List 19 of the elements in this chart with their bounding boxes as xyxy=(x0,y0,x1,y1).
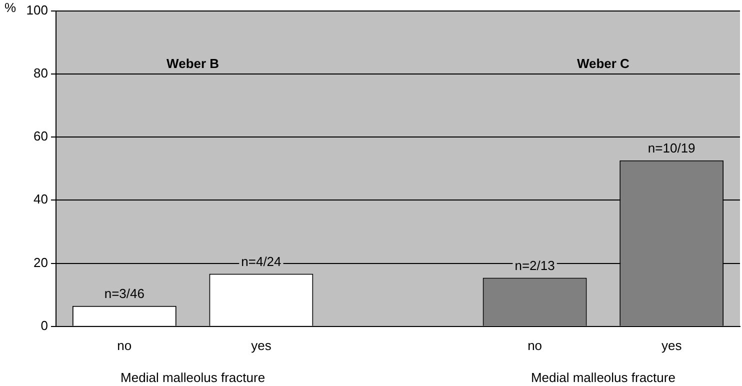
y-axis-title: % xyxy=(4,0,16,16)
y-tick-label: 60 xyxy=(34,128,48,144)
annotation: Weber C xyxy=(576,56,630,72)
annotation: Weber B xyxy=(166,56,220,72)
data-label: n=10/19 xyxy=(648,140,696,156)
text: Medial malleolus fracture xyxy=(120,370,266,386)
data-label: n=3/46 xyxy=(104,286,144,301)
x-tick-label: yes xyxy=(661,338,682,353)
x-tick-label: no xyxy=(528,338,542,353)
x-tick-label: yes xyxy=(251,338,272,353)
data-label: n=2/13 xyxy=(514,258,555,273)
text: Medial malleolus fracture xyxy=(530,370,676,386)
y-tick-label: 80 xyxy=(34,66,48,80)
x-tick-label: no xyxy=(117,338,132,353)
y-tick-label: 100 xyxy=(26,2,48,18)
y-tick-label: 20 xyxy=(34,254,48,270)
data-label: n=4/24 xyxy=(241,254,282,269)
y-tick-label: 0 xyxy=(40,318,48,333)
y-tick-label: 40 xyxy=(34,192,48,207)
